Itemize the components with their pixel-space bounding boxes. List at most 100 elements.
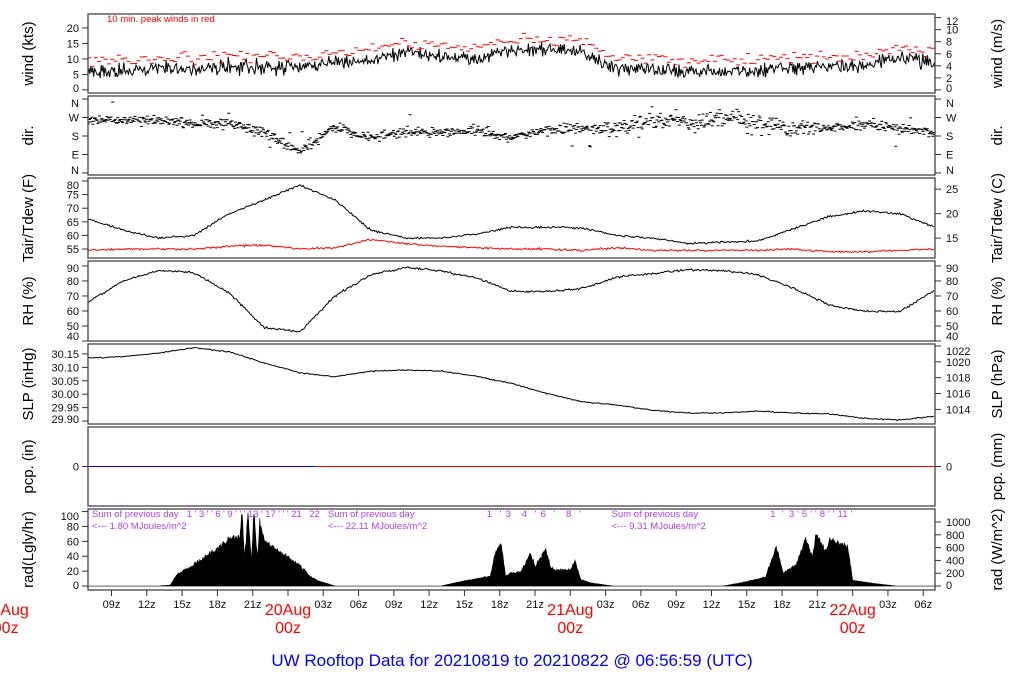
rad-panel: [87, 508, 936, 591]
rh-left-tick-label: 60: [67, 306, 79, 318]
daily-sum-label: Sum of previous day: [328, 509, 415, 520]
rh-right-tick-label: 90: [946, 263, 958, 275]
rh-right-axis-label: RH (%): [989, 276, 1006, 325]
daily-sum-value: <--- 1.80 MJoules/m^2: [92, 521, 186, 532]
slp-slp-line: [88, 346, 934, 422]
wind-right-tick-label: 4: [946, 61, 952, 73]
wind-right-tick-label: 2: [946, 73, 952, 85]
x-tick-label: 09z: [667, 599, 685, 611]
cumulative-energy-marks: 1 ' 3 ' ' 6 ' 9 ' ' ' 13 ' 17 ' ' ' 21 2…: [187, 509, 320, 520]
wind-right-tick-label: 0: [946, 83, 952, 95]
rad-right-axis-label: rad (W/m^2): [989, 508, 1006, 590]
pcp-panel: [87, 426, 936, 507]
x-tick-label: 15z: [456, 599, 474, 611]
cumulative-energy-marks: 1 ' 3 ' 5 ' ' 8 ' ' 11 ': [770, 509, 852, 520]
x-tick-label: 15z: [738, 599, 756, 611]
tair-left-tick-label: 65: [67, 217, 79, 229]
dir-frame: [87, 95, 936, 176]
wind-left-tick-label: 5: [73, 69, 79, 81]
x-tick-label: 18z: [209, 599, 227, 611]
slp-marks: [88, 346, 934, 422]
wind-left-tick-label: 0: [73, 83, 79, 95]
rh-left-tick-label: 50: [67, 321, 79, 333]
x-tick-label: 21z: [244, 599, 262, 611]
dir-left-tick-label: N: [71, 165, 79, 177]
rh-left-axis-label: RH (%): [20, 276, 37, 325]
dir-right-axis-label: dir.: [989, 125, 1006, 145]
tair-left-tick-label: 60: [67, 230, 79, 242]
wind-panel: [87, 13, 936, 94]
slp-left-tick-label: 30.10: [51, 362, 79, 374]
dir-left-tick-label: E: [72, 149, 79, 161]
dir-right-tick-label: N: [946, 98, 954, 110]
wind-left-tick-label: 10: [67, 54, 79, 66]
daily-sum-value: <--- 22.11 MJoules/m^2: [328, 521, 427, 532]
rad-left-tick-label: 100: [61, 511, 79, 523]
date-time-label: 00z: [557, 620, 583, 637]
daily-sum-label: Sum of previous day: [92, 509, 179, 520]
wind-right-tick-label: 6: [946, 49, 952, 61]
x-tick-label: 18z: [773, 599, 791, 611]
rh-right-tick-label: 50: [946, 321, 958, 333]
dir-panel: [87, 95, 936, 176]
tair-left-tick-label: 70: [67, 203, 79, 215]
dir-right-tick-label: W: [946, 113, 957, 125]
rad-left-tick-label: 0: [73, 580, 79, 592]
peak-wind-marks: [88, 32, 935, 68]
rad-left-tick-label: 40: [67, 551, 79, 563]
rad-left-tick-label: 80: [67, 521, 79, 533]
tair-marks: [88, 184, 935, 254]
date-label: 21Aug: [547, 602, 593, 619]
x-tick-label: 12z: [703, 599, 721, 611]
cumulative-energy-marks: 1 ' 3 4 ' 6 ' 8 ': [487, 509, 581, 520]
slp-right-tick-label: 1014: [946, 404, 970, 416]
x-tick-label: 03z: [597, 599, 615, 611]
wind-right-tick-label: 8: [946, 37, 952, 49]
x-tick-label: 12z: [420, 599, 438, 611]
wind-direction-marks: [88, 101, 935, 154]
rad-right-tick-label: 800: [946, 530, 964, 542]
dir-left-axis-label: dir.: [20, 125, 37, 145]
wind-right-axis-label: wind (m/s): [989, 19, 1006, 89]
solar-radiation-area: [88, 512, 935, 587]
rad-left-tick-label: 20: [67, 566, 79, 578]
rh-left-tick-label: 80: [67, 276, 79, 288]
tair-panel: [87, 177, 936, 259]
slp-left-tick-label: 30.00: [51, 389, 79, 401]
dir-right-tick-label: S: [946, 131, 953, 143]
wind-left-axis-label: wind (kts): [20, 21, 37, 86]
wind-right-tick-label: 12: [946, 16, 958, 28]
rh-left-tick-label: 90: [67, 263, 79, 275]
rad-left-tick-label: 60: [67, 536, 79, 548]
x-tick-label: 12z: [138, 599, 156, 611]
dir-marks: [88, 101, 935, 154]
tair-tair-line: [88, 184, 935, 245]
wind-speed-line: [88, 42, 935, 79]
x-tick-label: 03z: [314, 599, 332, 611]
slp-left-tick-label: 29.90: [51, 414, 79, 426]
slp-right-tick-label: 1018: [946, 373, 970, 385]
date-label: 19Aug: [0, 602, 29, 619]
dir-right-tick-label: E: [946, 149, 953, 161]
rh-marks: [88, 266, 935, 333]
tair-frame: [87, 177, 936, 259]
x-tick-label: 06z: [914, 599, 932, 611]
daily-sum-value: <--- 9.31 MJoules/m^2: [611, 521, 705, 532]
dir-left-tick-label: N: [71, 98, 79, 110]
chart-title: UW Rooftop Data for 20210819 to 20210822…: [271, 651, 752, 670]
slp-panel: [87, 343, 936, 425]
slp-right-tick-label: 1016: [946, 389, 970, 401]
dir-left-tick-label: W: [69, 113, 80, 125]
peak-wind-annotation: 10 min. peak winds in red: [107, 14, 215, 25]
rh-frame: [87, 260, 936, 342]
slp-left-tick-label: 30.05: [51, 376, 79, 388]
tair-right-tick-label: 20: [946, 209, 958, 221]
tair-tdew-line: [88, 238, 934, 254]
rh-right-tick-label: 70: [946, 291, 958, 303]
pcp-left-axis-label: pcp. (in): [20, 439, 37, 493]
rad-right-tick-label: 400: [946, 555, 964, 567]
tair-right-tick-label: 15: [946, 233, 958, 245]
slp-right-axis-label: SLP (hPa): [989, 350, 1006, 419]
tair-right-axis-label: Tair/Tdew (C): [989, 173, 1006, 263]
